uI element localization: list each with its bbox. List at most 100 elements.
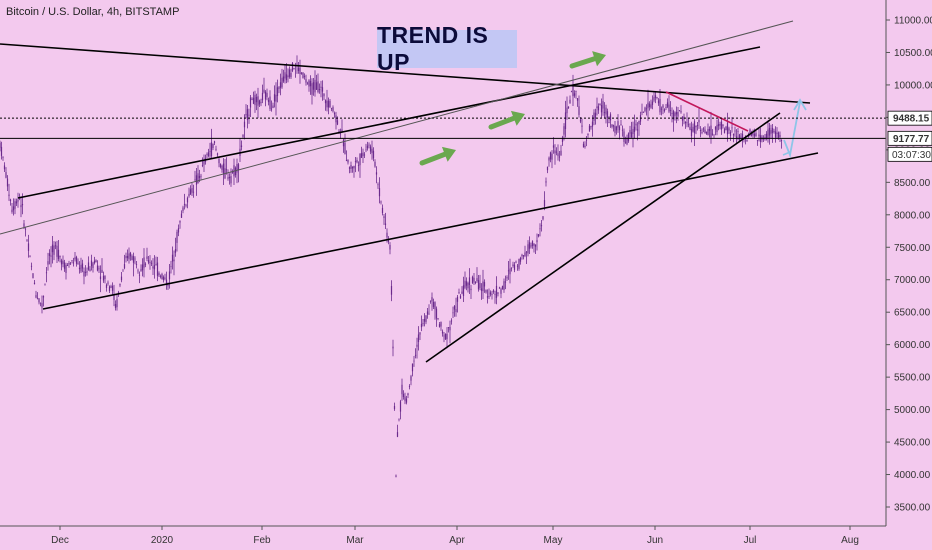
candle-body [87,262,90,270]
candle-body [506,277,508,279]
candle-body [479,282,481,288]
candle-body [153,265,156,270]
candle-body [146,256,148,259]
candle-body [354,161,357,162]
x-tick-label: 2020 [151,535,174,546]
x-tick-label: Feb [253,535,271,546]
candle-body [522,255,525,257]
candle-body [437,318,439,320]
candle-body [377,184,379,186]
candle-body [684,121,687,124]
candle-body [308,80,310,87]
candle-body [47,261,49,265]
y-tick-label: 4500.00 [894,438,931,449]
candle-body [615,126,618,131]
candle-body [81,263,84,269]
candle-body [162,276,165,281]
candle-body [15,201,18,204]
candle-body [59,255,61,258]
candle-body [143,257,145,268]
candle-body [86,271,88,273]
candle-body [255,96,258,103]
candle-body [150,262,153,264]
candle-body [414,354,417,356]
candle-body [693,121,696,134]
candle-body [209,151,211,152]
green-arrow-icon [592,51,606,67]
downtrend-resistance-line [0,43,811,104]
candle-body [417,334,420,342]
candle-body [450,320,453,322]
candle-body [438,324,441,327]
candle-body [635,123,637,126]
candle-body [729,132,732,136]
candle-body [90,260,93,267]
candle-body [117,292,120,293]
candle-body [32,273,34,279]
candle-body [279,82,282,88]
candle-body [659,98,661,113]
candle-body [449,326,451,331]
candle-body [152,266,154,269]
candle-body [188,193,190,197]
candle-body [201,165,204,166]
candle-body [378,188,381,197]
candle-body [555,151,558,153]
candle-body [21,203,24,206]
candle-body [504,281,507,283]
candle-body [612,125,615,127]
candle-body [360,153,363,158]
candle-body [771,127,774,133]
candle-body [125,255,127,259]
candle-body [564,112,567,129]
candle-body [542,216,544,220]
candle-body [662,105,664,108]
candle-body [395,475,397,477]
candle-body [464,280,466,288]
candle-body [330,107,333,109]
candle-body [686,122,688,124]
candle-body [390,286,393,295]
candle-body [701,132,703,133]
candle-body [141,264,144,271]
candle-body [407,393,409,396]
candle-body [234,167,237,176]
candle-body [665,107,667,108]
candle-body [539,228,541,230]
y-tick-label: 7500.00 [894,243,931,254]
candle-body [641,111,643,113]
candle-body [408,386,411,387]
candle-body [17,199,19,202]
candle-body [405,398,408,403]
candle-body [165,279,168,286]
candle-body [299,67,301,74]
candle-body [644,107,646,112]
candle-body [30,265,33,267]
candle-body [452,312,454,314]
candle-body [507,270,510,272]
candle-body [768,127,771,136]
candle-body [540,225,543,227]
candle-body [741,133,744,140]
candle-body [192,191,195,193]
candle-body [14,201,16,209]
candle-body [327,100,330,108]
candle-body [533,243,535,246]
candle-body [254,94,256,106]
candle-body [767,129,769,140]
candle-body [711,133,714,135]
candle-body [513,264,516,270]
candle-body [263,89,265,93]
candle-body [6,178,9,187]
candle-body [714,126,717,130]
candle-body [3,165,6,170]
candle-body [195,175,198,185]
candle-body [698,119,700,123]
candle-body [206,154,208,155]
arrow-annotations [419,51,606,166]
candle-body [284,72,286,79]
candle-body [603,112,606,113]
candle-body [324,100,327,104]
candle-body [393,406,396,410]
candle-body [681,116,684,121]
